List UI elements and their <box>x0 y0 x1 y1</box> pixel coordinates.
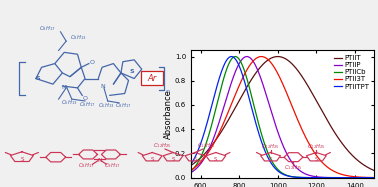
Text: S: S <box>20 157 24 162</box>
Text: Ar: Ar <box>147 74 157 83</box>
Text: $C_{12}H_{25}$: $C_{12}H_{25}$ <box>153 141 172 150</box>
PTIIT <box>203 152 208 154</box>
Text: $C_8H_{17}$: $C_8H_{17}$ <box>78 162 95 170</box>
PTII3T <box>216 134 220 136</box>
PTIIP <box>260 83 265 85</box>
PTII3T <box>260 56 265 58</box>
PTIITPT <box>216 81 220 84</box>
Line: PTIITPT: PTIITPT <box>181 56 378 178</box>
Text: S: S <box>171 157 175 162</box>
Legend: PTIIT, PTIIP, PTIICb, PTII3T, PTIITPT: PTIIT, PTIIP, PTIICb, PTII3T, PTIITPT <box>333 54 371 91</box>
PTIICb <box>260 137 265 139</box>
PTIIP <box>179 175 183 177</box>
PTIICb <box>233 55 237 58</box>
PTII3T <box>203 155 208 158</box>
PTIIT <box>276 55 280 58</box>
Text: $C_{12}H_{25}$: $C_{12}H_{25}$ <box>284 163 303 172</box>
Text: n: n <box>166 89 170 94</box>
Text: $C_6H_{13}$: $C_6H_{13}$ <box>61 98 77 107</box>
PTIICb <box>179 175 183 177</box>
Text: S: S <box>150 157 154 162</box>
PTIICb <box>364 177 369 179</box>
PTIIT <box>216 136 220 138</box>
Text: O: O <box>82 96 88 101</box>
PTII3T <box>270 63 274 65</box>
Text: S: S <box>269 157 272 162</box>
Text: O: O <box>89 60 94 65</box>
Y-axis label: Absorbance: Absorbance <box>164 89 174 139</box>
Text: N: N <box>97 158 102 163</box>
PTIIP <box>216 124 220 127</box>
Text: S: S <box>130 70 135 74</box>
PTIITPT <box>270 163 274 165</box>
PTII3T <box>364 176 369 179</box>
PTIITPT <box>179 172 183 175</box>
Text: $C_{12}H_{25}$: $C_{12}H_{25}$ <box>261 142 280 151</box>
Line: PTII3T: PTII3T <box>181 56 378 178</box>
Text: $C_9H_{17}$: $C_9H_{17}$ <box>104 162 121 170</box>
PTIIP <box>245 55 249 58</box>
PTIIT <box>364 165 369 168</box>
PTIIP <box>270 113 274 115</box>
FancyBboxPatch shape <box>141 71 163 85</box>
PTIIT <box>179 169 183 172</box>
Text: S: S <box>36 76 40 81</box>
PTIIT <box>270 57 274 59</box>
Text: S: S <box>193 157 197 162</box>
Text: N: N <box>101 85 105 89</box>
PTIICb <box>270 160 274 162</box>
Line: PTIIP: PTIIP <box>181 56 378 178</box>
Line: PTIIT: PTIIT <box>181 56 378 176</box>
PTIICb <box>203 144 208 147</box>
Text: $C_8H_{17}$: $C_8H_{17}$ <box>115 102 131 111</box>
Line: PTIICb: PTIICb <box>181 56 378 178</box>
PTIIT <box>260 64 265 66</box>
PTIIP <box>203 155 208 157</box>
PTIITPT <box>260 144 265 146</box>
PTIITPT <box>203 128 208 130</box>
Text: $C_{12}H_{25}$: $C_{12}H_{25}$ <box>307 142 326 151</box>
PTII3T <box>259 55 263 58</box>
PTIIP <box>364 177 369 179</box>
Text: $C_8H_{17}$: $C_8H_{17}$ <box>79 100 95 109</box>
PTIITPT <box>229 55 234 58</box>
Text: $C_{13}H_{25}$: $C_{13}H_{25}$ <box>197 141 215 150</box>
Text: $C_8H_{13}$: $C_8H_{13}$ <box>70 33 87 42</box>
Text: $C_8H_{17}$: $C_8H_{17}$ <box>39 24 56 33</box>
Text: $C_6H_{13}$: $C_6H_{13}$ <box>98 102 114 111</box>
Text: S: S <box>314 157 318 162</box>
PTII3T <box>179 173 183 175</box>
Text: N: N <box>61 85 66 90</box>
PTIICb <box>216 99 220 101</box>
Text: S: S <box>214 157 218 162</box>
PTIITPT <box>364 177 369 179</box>
